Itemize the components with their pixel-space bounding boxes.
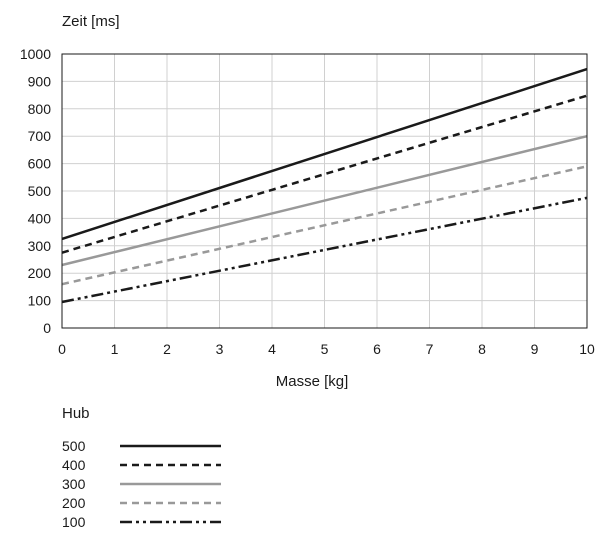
y-tick-label: 300: [28, 238, 52, 254]
legend-title: Hub: [62, 405, 90, 422]
x-tick-label: 4: [268, 341, 276, 357]
y-tick-labels: 0 100 200 300 400 500 600 700 800 900 1000: [20, 46, 51, 336]
y-tick-label: 1000: [20, 46, 51, 62]
legend-label-100: 100: [62, 514, 86, 530]
y-tick-label: 700: [28, 128, 52, 144]
x-tick-label: 6: [373, 341, 381, 357]
legend-label-400: 400: [62, 457, 86, 473]
x-tick-label: 7: [426, 341, 434, 357]
y-axis-title: Zeit [ms]: [62, 13, 120, 30]
x-tick-label: 8: [478, 341, 486, 357]
plot-frame: [61, 53, 588, 329]
x-tick-label: 5: [321, 341, 329, 357]
x-tick-labels: 0 1 2 3 4 5 6 7 8 9 10: [58, 341, 595, 357]
x-axis-title: Masse [kg]: [276, 373, 349, 390]
plot-lines: [61, 67, 588, 304]
legend: 500 400 300 200 100: [62, 438, 221, 530]
y-tick-label: 100: [28, 293, 52, 309]
series-line-500: [61, 67, 588, 241]
legend-label-200: 200: [62, 495, 86, 511]
x-tick-label: 3: [216, 341, 224, 357]
y-tick-label: 900: [28, 73, 52, 89]
y-tick-label: 600: [28, 156, 52, 172]
legend-label-300: 300: [62, 476, 86, 492]
y-tick-label: 0: [43, 320, 51, 336]
x-tick-label: 2: [163, 341, 171, 357]
y-tick-label: 200: [28, 265, 52, 281]
y-tick-label: 500: [28, 183, 52, 199]
y-tick-label: 400: [28, 210, 52, 226]
legend-label-500: 500: [62, 438, 86, 454]
series-line-300: [61, 134, 588, 267]
y-tick-label: 800: [28, 101, 52, 117]
series-line-200: [61, 165, 588, 286]
series-line-400: [61, 94, 588, 254]
x-tick-label: 10: [579, 341, 595, 357]
x-tick-label: 0: [58, 341, 66, 357]
x-tick-label: 9: [531, 341, 539, 357]
x-tick-label: 1: [111, 341, 119, 357]
